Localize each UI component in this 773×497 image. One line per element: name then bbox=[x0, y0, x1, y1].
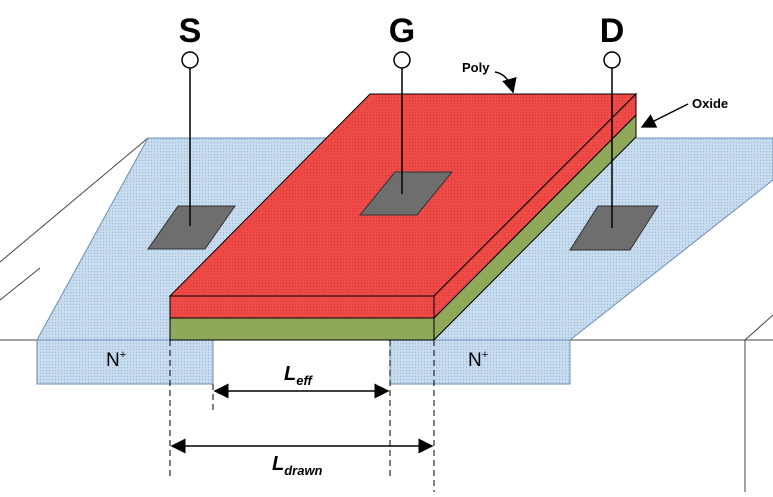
gate-terminal: G bbox=[389, 12, 415, 194]
l-eff-dimension: Leff bbox=[213, 363, 390, 399]
source-contact bbox=[147, 205, 236, 250]
n-plus-right-region bbox=[389, 339, 571, 385]
drain-label: D bbox=[600, 12, 625, 50]
l-drawn-dimension: Ldrawn bbox=[170, 438, 434, 478]
drain-terminal: D bbox=[600, 12, 625, 228]
n-plus-right-label: N+ bbox=[468, 349, 488, 371]
gate-label: G bbox=[389, 12, 415, 50]
poly-callout-label: Poly bbox=[462, 60, 490, 75]
gate-contact bbox=[358, 171, 454, 216]
oxide-callout: Oxide bbox=[640, 96, 728, 128]
l-eff-label: Leff bbox=[284, 363, 314, 388]
source-label: S bbox=[179, 12, 202, 50]
oxide-callout-label: Oxide bbox=[692, 96, 728, 111]
poly-callout: Poly bbox=[462, 60, 517, 94]
drain-contact bbox=[569, 205, 659, 251]
source-terminal: S bbox=[179, 12, 202, 226]
dimension-guides bbox=[169, 340, 435, 492]
l-drawn-label: Ldrawn bbox=[272, 453, 323, 478]
n-plus-left-region bbox=[36, 339, 214, 385]
n-plus-left-label: N+ bbox=[106, 349, 126, 371]
